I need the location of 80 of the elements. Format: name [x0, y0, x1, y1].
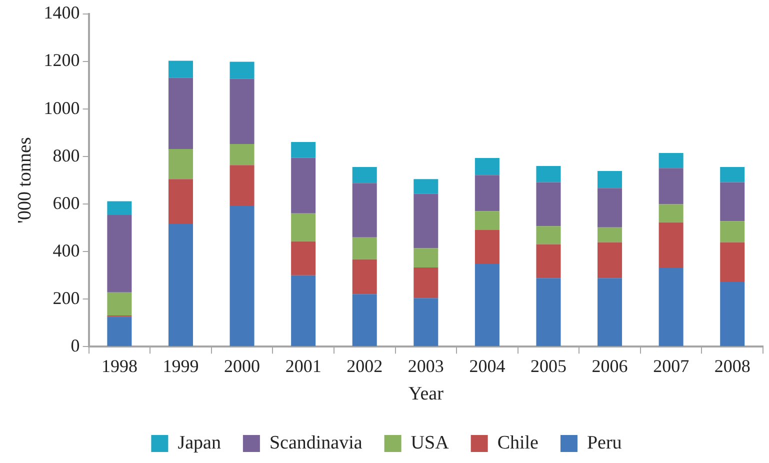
bar	[168, 224, 193, 346]
bar	[230, 144, 254, 166]
bar	[230, 62, 254, 79]
bar	[230, 165, 254, 206]
bar	[168, 179, 193, 224]
bar	[291, 275, 316, 346]
bar	[720, 282, 745, 346]
bar	[230, 206, 254, 346]
bar	[720, 242, 745, 282]
bar	[536, 182, 561, 226]
bar	[536, 226, 561, 244]
legend-label: Japan	[178, 432, 222, 454]
bar	[658, 168, 684, 204]
bar	[352, 166, 377, 184]
bar	[352, 237, 377, 260]
y-tick-label: 400	[52, 240, 80, 260]
y-tick-label: 1200	[44, 50, 80, 70]
bar	[536, 244, 561, 278]
x-tick-label: 2002	[346, 356, 383, 376]
bar	[291, 241, 316, 276]
bar	[658, 204, 684, 222]
bar	[598, 188, 622, 228]
y-tick-label: 0	[70, 335, 80, 356]
y-tick-label: 600	[52, 192, 80, 213]
bar	[107, 292, 132, 316]
x-tick-label: 2001	[285, 356, 322, 376]
bar	[720, 221, 745, 242]
legend-label: Chile	[497, 432, 538, 454]
bar	[536, 278, 561, 346]
bar	[107, 316, 132, 346]
bar	[474, 230, 500, 264]
x-tick-label: 1998	[101, 356, 138, 376]
bar	[414, 248, 438, 268]
x-tick-label: 2003	[408, 356, 444, 376]
x-tick-label: 2006	[592, 356, 628, 376]
x-tick-label: 2004	[469, 356, 506, 376]
bar	[414, 194, 438, 248]
bar	[414, 267, 438, 298]
x-axis-title: Year	[408, 384, 444, 405]
bar	[168, 148, 193, 180]
x-tick-label: 2000	[224, 356, 260, 376]
y-tick-label: 1000	[44, 98, 80, 118]
bar	[598, 278, 622, 346]
bar	[658, 267, 684, 346]
bar	[291, 213, 316, 242]
bar	[658, 152, 684, 168]
bar	[352, 183, 377, 238]
bar	[107, 201, 132, 215]
bar	[720, 166, 745, 182]
x-tick-label: 2007	[653, 356, 690, 376]
x-tick-label: 2008	[714, 356, 750, 376]
bar	[168, 60, 193, 78]
bar	[168, 78, 193, 149]
y-tick-label: 800	[52, 145, 80, 166]
bar	[474, 211, 500, 230]
legend-label: Peru	[586, 432, 622, 454]
bar	[291, 142, 316, 158]
y-axis-title: '000 tonnes	[14, 137, 36, 224]
bar	[474, 175, 500, 212]
bar	[598, 227, 622, 242]
bar	[720, 182, 745, 222]
bar	[291, 158, 316, 214]
bar	[658, 222, 684, 268]
bar	[598, 242, 622, 278]
x-tick-label: 1999	[162, 356, 199, 376]
bar	[352, 294, 377, 346]
bar	[352, 259, 377, 294]
legend-label: USA	[410, 432, 450, 454]
legend-label: Scandinavia	[269, 432, 363, 454]
y-tick-label: 200	[52, 288, 80, 308]
bar	[414, 298, 438, 346]
bar	[536, 166, 561, 182]
y-tick-label: 1400	[44, 2, 80, 23]
bar	[414, 179, 438, 194]
bar	[474, 263, 500, 346]
bar	[107, 214, 132, 292]
x-tick-label: 2005	[530, 356, 566, 376]
bar	[598, 171, 622, 188]
bar	[474, 158, 500, 176]
bar	[230, 78, 254, 144]
